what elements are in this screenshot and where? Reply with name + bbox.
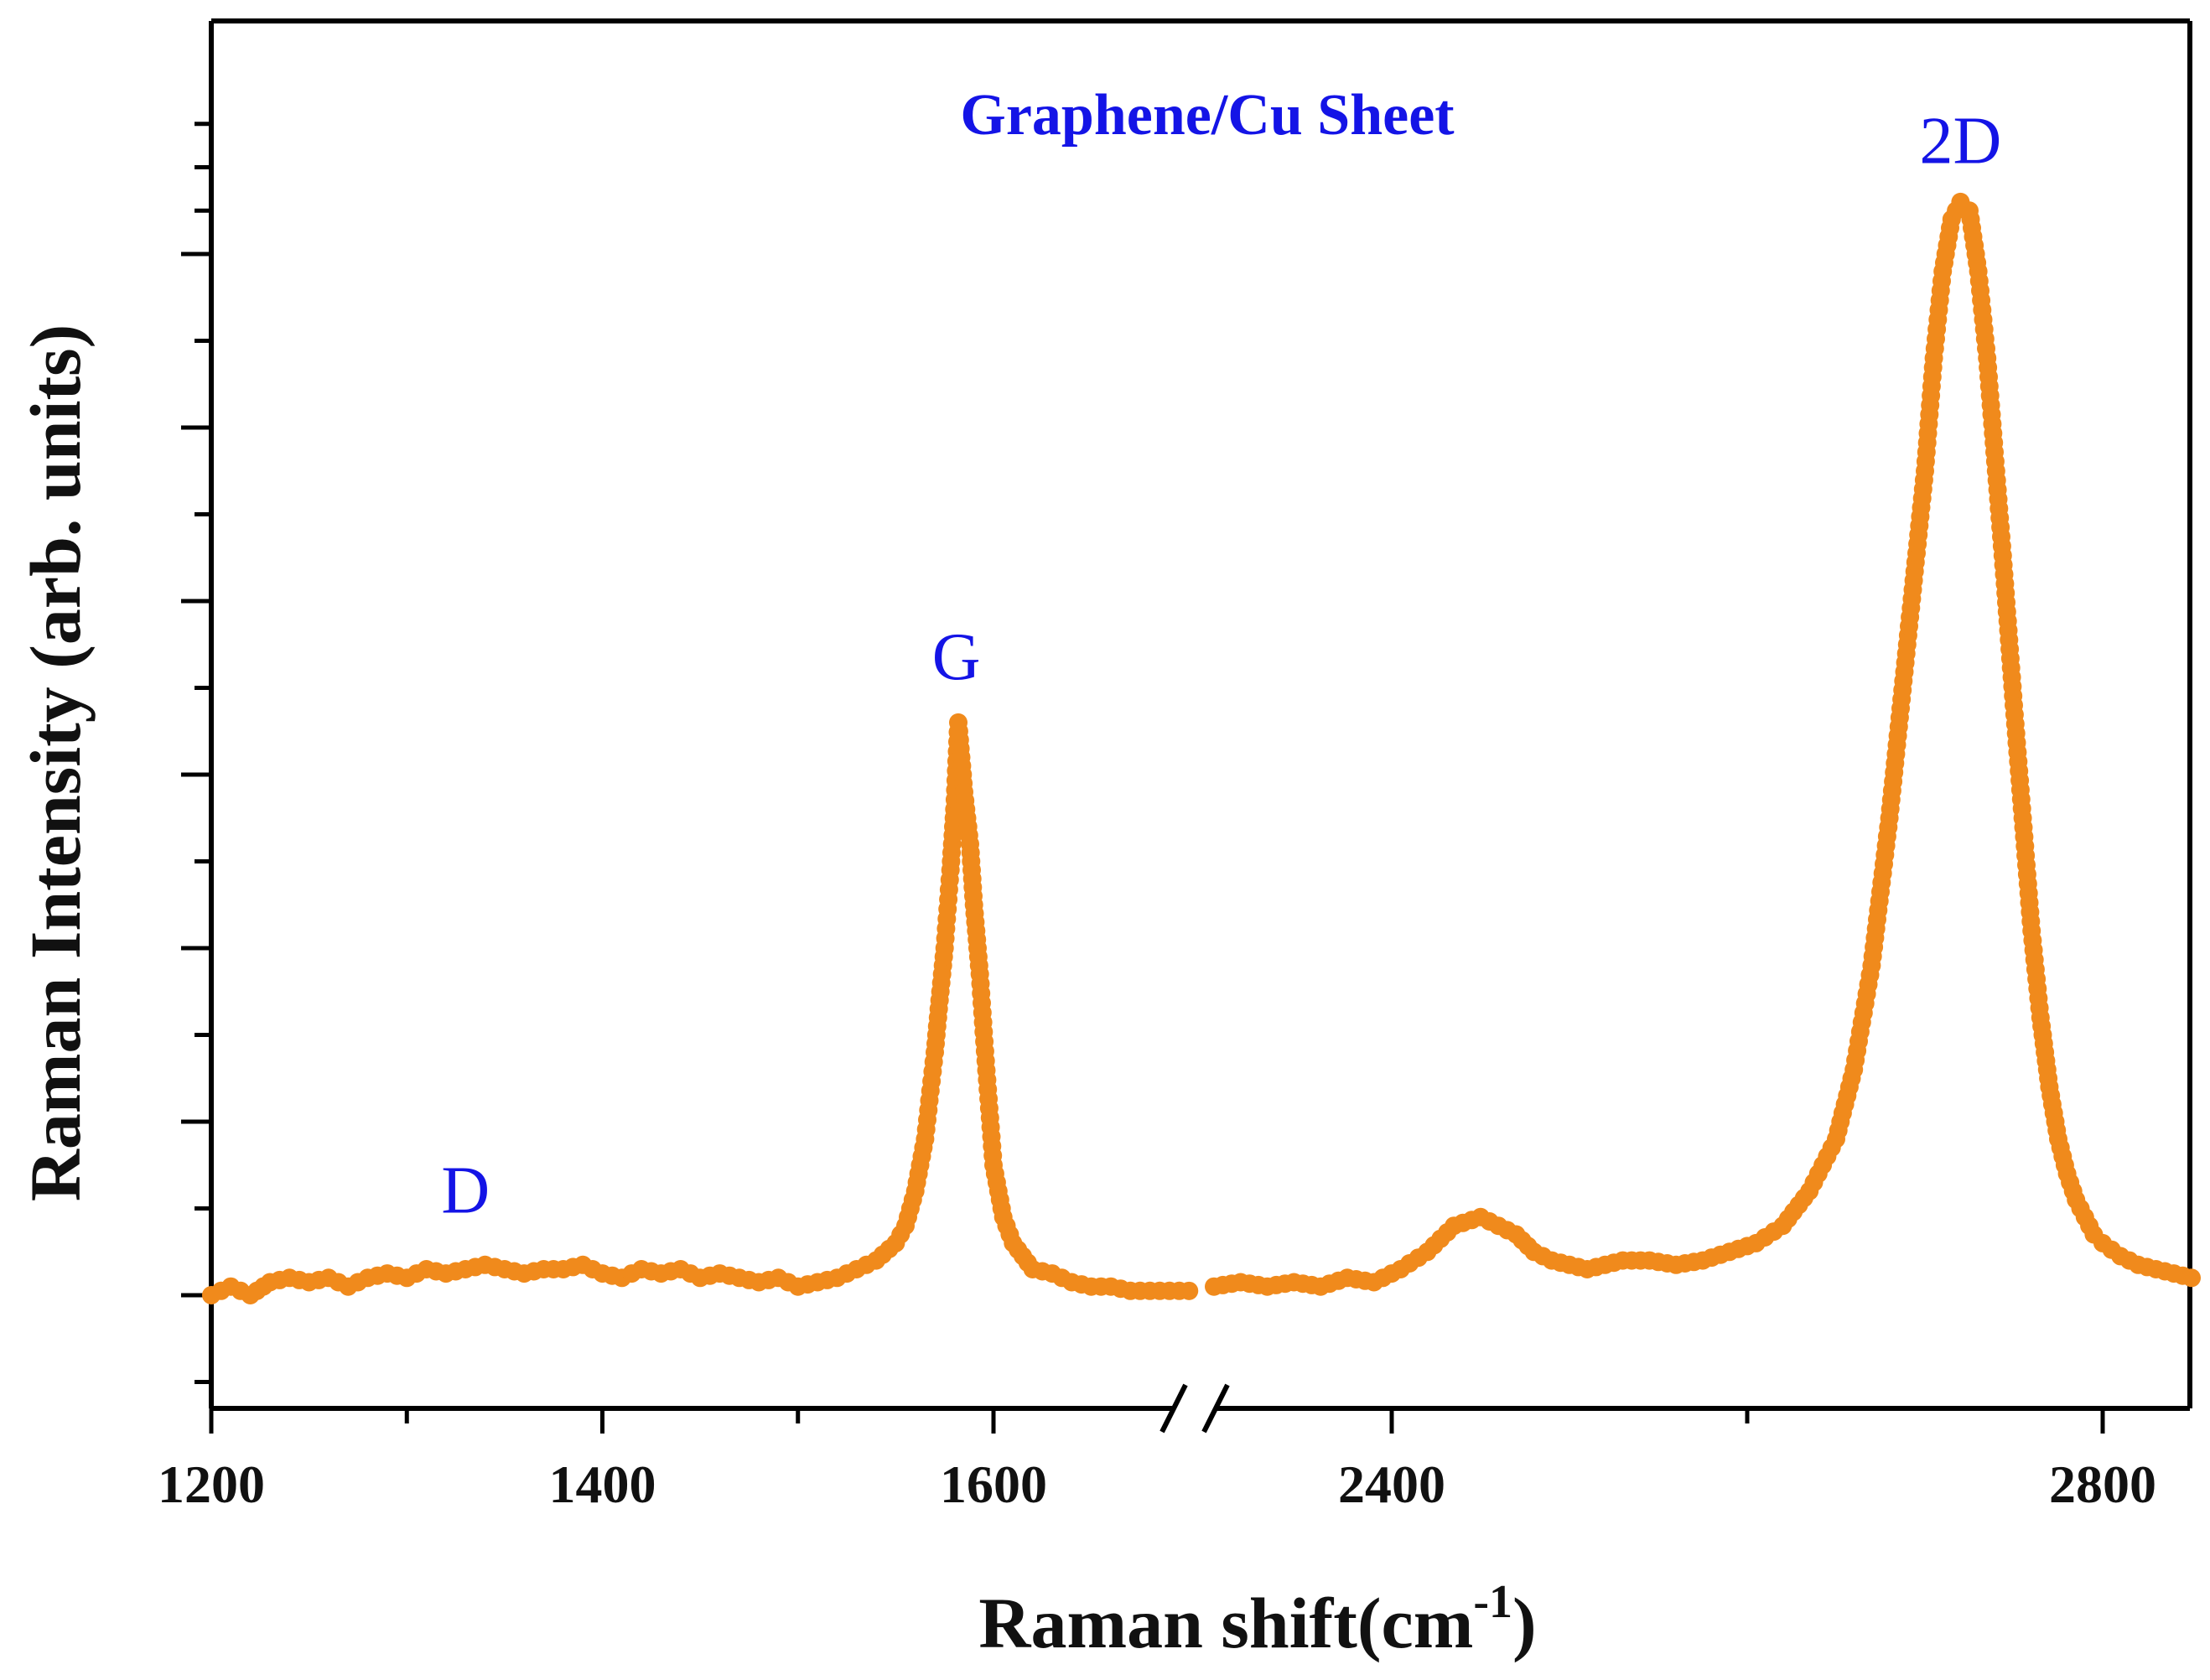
peak-label-2d: 2D [1920,104,2002,178]
x-tick-label: 1600 [940,1454,1047,1514]
series-layer [202,192,2201,1304]
x-tick-label: 1200 [158,1454,265,1514]
axis-break-mark-right [1201,1383,1230,1434]
series-line-segment [1213,199,2192,1289]
x-axis-title-suffix: ) [1512,1583,1537,1663]
x-tick-label: 1400 [549,1454,656,1514]
data-point [1180,1281,1199,1300]
x-axis-title: Raman shift(cm-1) [978,1576,1536,1663]
chart-title: Graphene/Cu Sheet [960,83,1454,148]
x-axis-title-main: Raman shift(cm [978,1583,1473,1663]
y-axis-title: Raman Intensity (arb. units) [15,324,96,1201]
series-line-segment [210,722,1190,1298]
x-axis-title-superscript: -1 [1473,1576,1512,1628]
axis-break-mark-left [1159,1383,1188,1434]
data-point [2182,1268,2201,1288]
peak-label-g: G [932,620,981,694]
axes: 1200 1400 1600 2400 2800 [158,18,2192,1514]
x-tick-label: 2800 [2049,1454,2156,1514]
x-tick-label: 2400 [1338,1454,1445,1514]
peak-label-d: D [441,1154,490,1228]
label-layer: D G 2D [441,104,2001,1227]
